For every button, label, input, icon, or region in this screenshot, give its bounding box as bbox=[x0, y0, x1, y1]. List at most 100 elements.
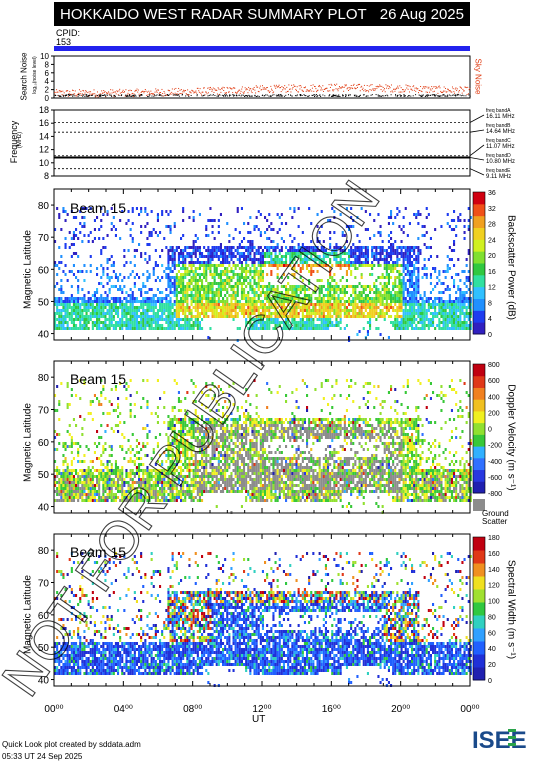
radar-cell bbox=[106, 282, 109, 285]
noise-point-black bbox=[203, 94, 205, 96]
noise-point-black bbox=[257, 95, 259, 97]
radar-cell bbox=[423, 309, 426, 312]
radar-cell bbox=[135, 273, 138, 276]
radar-cell bbox=[352, 315, 355, 318]
noise-point-black bbox=[330, 95, 332, 97]
radar-cell bbox=[291, 291, 294, 294]
radar-cell bbox=[72, 309, 75, 312]
radar-cell bbox=[251, 306, 254, 309]
radar-cell bbox=[146, 324, 149, 327]
radar-cell bbox=[314, 246, 317, 249]
radar-cell bbox=[320, 261, 323, 264]
noise-point-black bbox=[166, 94, 168, 96]
radar-cell bbox=[318, 288, 321, 291]
noise-point bbox=[431, 88, 433, 90]
radar-cell bbox=[261, 270, 264, 273]
radar-cell bbox=[310, 321, 313, 324]
radar-cell bbox=[98, 327, 101, 330]
radar-cell bbox=[177, 276, 180, 279]
radar-cell bbox=[448, 315, 451, 318]
noise-point bbox=[112, 89, 114, 91]
radar-cell bbox=[209, 300, 212, 303]
radar-cell bbox=[411, 285, 414, 288]
noise-point bbox=[360, 86, 362, 88]
radar-cell bbox=[310, 255, 313, 258]
radar-cell bbox=[253, 282, 256, 285]
radar-cell bbox=[261, 255, 264, 258]
radar-cell bbox=[190, 279, 193, 282]
noise-point bbox=[458, 91, 460, 93]
radar-cell bbox=[232, 273, 235, 276]
radar-cell bbox=[289, 309, 292, 312]
radar-cell bbox=[87, 318, 90, 321]
radar-cell bbox=[264, 294, 267, 297]
radar-cell bbox=[266, 261, 269, 264]
radar-cell bbox=[133, 324, 136, 327]
radar-cell bbox=[108, 327, 111, 330]
radar-cell bbox=[72, 457, 75, 460]
freq-band-name: freq bandB bbox=[486, 123, 511, 129]
radar-cell bbox=[222, 303, 225, 306]
radar-cell bbox=[280, 276, 283, 279]
radar-cell bbox=[295, 327, 298, 330]
radar-cell bbox=[110, 318, 113, 321]
radar-cell bbox=[85, 312, 88, 315]
radar-cell bbox=[165, 210, 168, 213]
radar-cell bbox=[180, 255, 183, 258]
radar-cell bbox=[85, 300, 88, 303]
radar-cell bbox=[318, 264, 321, 267]
radar-cell bbox=[375, 303, 378, 306]
noise-point-black bbox=[103, 94, 105, 96]
radar-cell bbox=[180, 288, 183, 291]
radar-cell bbox=[222, 315, 225, 318]
radar-cell bbox=[364, 285, 367, 288]
noise-ytick-label: 8 bbox=[45, 60, 50, 69]
radar-cell bbox=[68, 424, 71, 427]
noise-point bbox=[317, 89, 319, 91]
noise-point-black bbox=[94, 95, 96, 97]
radar-cell bbox=[201, 306, 204, 309]
noise-point-black bbox=[159, 94, 161, 96]
radar-cell bbox=[217, 258, 220, 261]
radar-cell bbox=[198, 249, 201, 252]
radar-cell bbox=[253, 273, 256, 276]
radar-cell bbox=[106, 324, 109, 327]
radar-cell bbox=[272, 294, 275, 297]
radar-cell bbox=[85, 324, 88, 327]
noise-point-black bbox=[241, 94, 243, 96]
radar-cell bbox=[188, 279, 191, 282]
radar-cell bbox=[219, 288, 222, 291]
radar-cell bbox=[289, 306, 292, 309]
radar-cell bbox=[240, 252, 243, 255]
radar-cell bbox=[293, 276, 296, 279]
radar-cell bbox=[320, 324, 323, 327]
radar-cell bbox=[177, 324, 180, 327]
radar-cell bbox=[104, 324, 107, 327]
radar-cell bbox=[446, 306, 449, 309]
noise-point-black bbox=[273, 94, 275, 96]
radar-cell bbox=[429, 324, 432, 327]
radar-cell bbox=[87, 309, 90, 312]
noise-point-black bbox=[420, 95, 422, 97]
noise-point bbox=[103, 90, 105, 92]
noise-point bbox=[176, 93, 178, 95]
radar-cell bbox=[251, 270, 254, 273]
colorbar-segment bbox=[473, 274, 485, 288]
radar-cell bbox=[240, 303, 243, 306]
radar-cell bbox=[348, 285, 351, 288]
radar-cell bbox=[436, 297, 439, 300]
radar-cell bbox=[211, 291, 214, 294]
radar-cell bbox=[329, 246, 332, 249]
radar-cell bbox=[66, 478, 69, 481]
radar-cell bbox=[102, 285, 105, 288]
radar-cell bbox=[182, 306, 185, 309]
noise-point bbox=[137, 91, 139, 93]
radar-cell bbox=[272, 318, 275, 321]
radar-cell bbox=[358, 306, 361, 309]
radar-cell bbox=[146, 237, 149, 240]
radar-cell bbox=[453, 309, 456, 312]
noise-point-black bbox=[60, 95, 62, 97]
radar-cell bbox=[387, 252, 390, 255]
noise-point-black bbox=[455, 95, 457, 97]
radar-cell bbox=[100, 327, 103, 330]
